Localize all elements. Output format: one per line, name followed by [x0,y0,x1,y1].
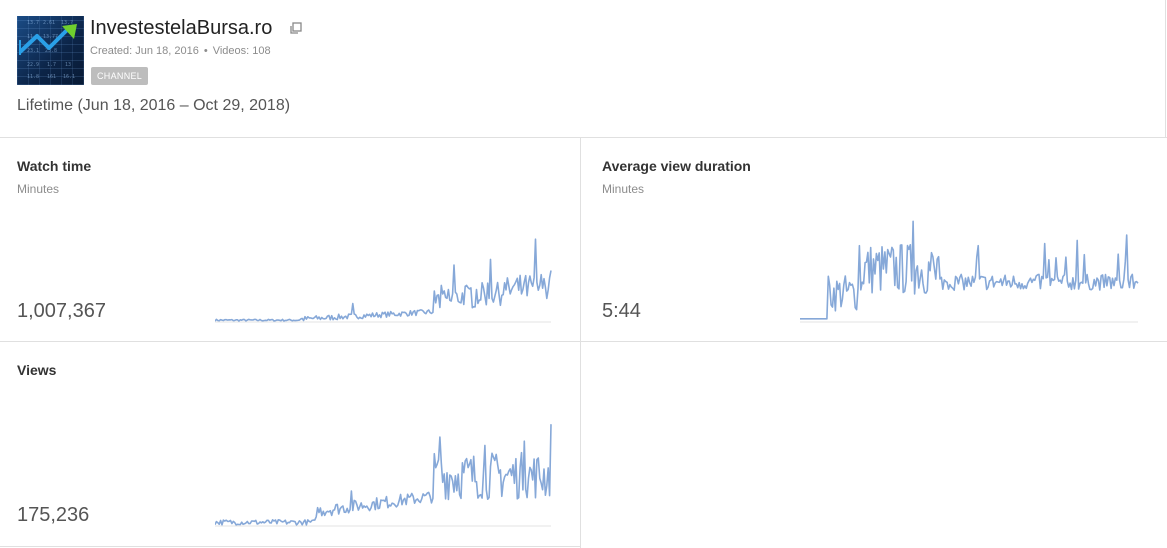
views-sparkline [215,424,552,527]
metric-value: 175,236 [17,504,90,526]
metric-card-views[interactable]: Views 175,236 [0,342,580,546]
sparkline-series [215,238,552,322]
metric-unit: Minutes [602,182,645,196]
avg-view-duration-sparkline [800,220,1139,323]
channel-thumbnail[interactable]: 13.7 2.61 13.? 11.6 13.77 23.1 23.8 22.9 1.7 1… [17,16,84,85]
svg-text:13: 13 [65,62,71,68]
svg-text:13.7: 13.7 [27,20,39,26]
svg-text:13.?: 13.? [61,20,73,26]
meta-separator: • [203,45,208,57]
row-divider [0,341,1167,342]
svg-text:23.8: 23.8 [45,48,57,54]
metric-value: 5:44 [602,300,641,322]
open-in-new-icon[interactable] [289,22,302,35]
svg-text:1.7: 1.7 [47,62,56,68]
metric-card-avg-view-duration[interactable]: Average view duration Minutes 5:44 [581,138,1166,341]
svg-text:22.9: 22.9 [27,62,39,68]
metric-title: Views [17,362,57,378]
created-date: Created: Jun 18, 2016 [90,45,199,57]
trending-up-arrow-icon: 13.7 2.61 13.? 11.6 13.77 23.1 23.8 22.9 1.7 1… [18,20,77,80]
header-divider [0,137,1167,138]
channel-header: 13.7 2.61 13.? 11.6 13.77 23.1 23.8 22.9 1.7 1… [0,0,1167,137]
svg-text:161: 161 [47,74,56,80]
metric-card-watch-time[interactable]: Watch time Minutes 1,007,367 [0,138,580,341]
sparkline-series [800,220,1139,320]
column-divider [580,138,581,548]
date-range-label: Lifetime (Jun 18, 2016 – Oct 29, 2018) [17,97,291,114]
right-edge [1165,0,1166,138]
svg-text:11.8: 11.8 [27,74,39,80]
svg-text:13.77: 13.77 [43,34,58,40]
video-count: Videos: 108 [212,45,271,57]
watch-time-sparkline [215,238,552,323]
channel-meta: Created: Jun 18, 2016 • Videos: 108 [90,45,271,57]
metric-title: Average view duration [602,158,751,174]
bottom-divider [0,546,580,547]
sparkline-series [215,424,552,526]
svg-text:2.61: 2.61 [43,20,55,26]
channel-badge: CHANNEL [91,67,149,85]
svg-text:16.1: 16.1 [63,74,75,80]
channel-name[interactable]: InvestestelaBursa.ro [90,17,273,39]
svg-text:23.1: 23.1 [27,48,39,54]
metric-unit: Minutes [17,182,60,196]
metric-title: Watch time [17,158,92,174]
metric-value: 1,007,367 [17,300,106,322]
